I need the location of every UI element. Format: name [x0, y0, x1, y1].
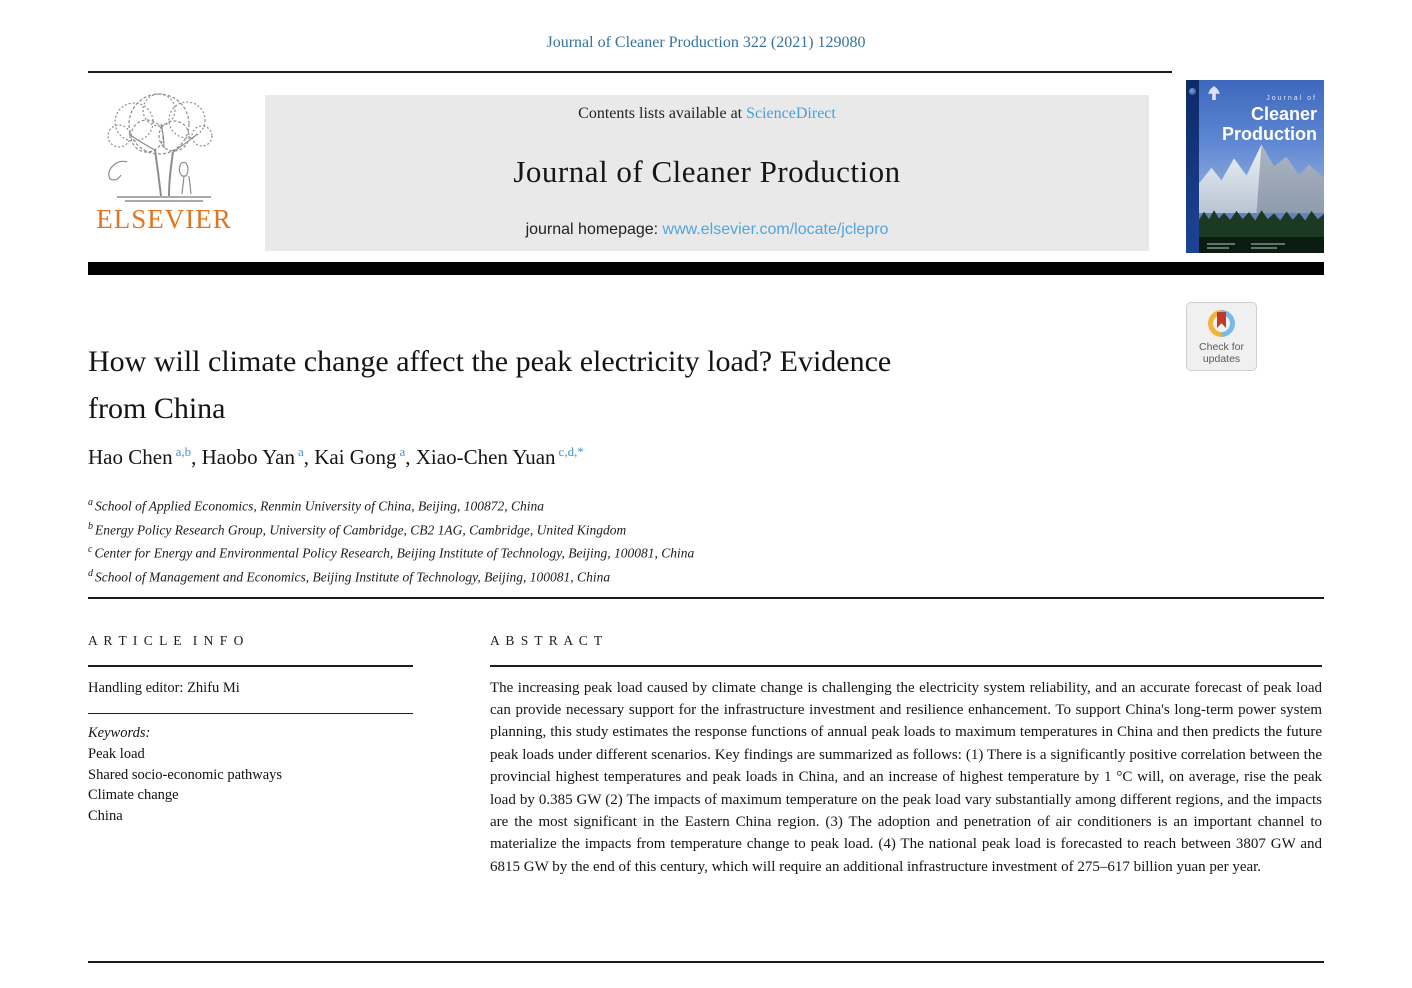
article-info-column: A R T I C L E I N F O Handling editor: Z…	[88, 633, 413, 826]
homepage-prefix: journal homepage:	[525, 221, 663, 238]
bottom-rule	[88, 961, 1324, 963]
affiliation-line: b Energy Policy Research Group, Universit…	[88, 520, 627, 538]
abstract-column: A B S T R A C T The increasing peak load…	[490, 633, 1322, 878]
keywords-rule	[88, 712, 413, 714]
separator-bar	[88, 262, 1324, 275]
author-name: Haobo Yan	[201, 445, 295, 469]
bookmark-icon	[1217, 312, 1226, 328]
author-name: Kai Gong	[314, 445, 397, 469]
homepage-link[interactable]: www.elsevier.com/locate/jclepro	[662, 221, 889, 238]
affiliations: a School of Applied Economics, Renmin Uni…	[88, 493, 694, 587]
contents-prefix: Contents lists available at	[578, 105, 747, 122]
keywords-label: Keywords:	[88, 725, 151, 741]
author: , Kai Gong a	[303, 444, 406, 469]
affiliation-line: d School of Management and Economics, Bei…	[88, 567, 611, 585]
affiliation-line: a School of Applied Economics, Renmin Uni…	[88, 497, 544, 514]
elsevier-wordmark: ELSEVIER	[96, 204, 232, 234]
author-superscript: a	[297, 444, 304, 459]
affiliation-line: c Center for Energy and Environmental Pol…	[88, 544, 695, 561]
abstract-heading: A B S T R A C T	[490, 633, 604, 648]
article-title: How will climate change affect the peak …	[88, 338, 1128, 432]
cover-fineprint-dash	[1251, 243, 1285, 245]
cover-spine-dot	[1189, 88, 1196, 95]
authors-line: Hao Chen a,b, Haobo Yan a, Kai Gong a, Xiao…	[88, 444, 584, 470]
elsevier-logo: ELSEVIER	[88, 84, 240, 254]
author-name: Hao Chen	[88, 445, 173, 469]
top-rule	[88, 71, 1172, 73]
keyword-item: Climate change	[88, 787, 179, 803]
cover-spine-strip	[1186, 80, 1199, 253]
cover-fineprint-dash	[1251, 247, 1277, 249]
cover-water-art	[1199, 237, 1324, 253]
author-superscript: c,d,*	[558, 444, 584, 459]
author-superscript: a	[399, 444, 406, 459]
handling-editor: Handling editor: Zhifu Mi	[88, 679, 240, 696]
keyword-item: Shared socio-economic pathways	[88, 766, 283, 783]
check-updates-badge[interactable]: Check for updates	[1186, 302, 1257, 371]
keywords-list: Peak load Shared socio-economic pathways…	[88, 744, 413, 826]
check-badge-label: Check for updates	[1199, 341, 1244, 365]
keyword-item: Peak load	[88, 746, 145, 762]
cover-fineprint-dash	[1207, 247, 1229, 249]
section-top-rule	[88, 597, 1324, 599]
author-name: Xiao-Chen Yuan	[415, 445, 556, 469]
cover-title-line2: Production	[1222, 124, 1317, 144]
journal-cover-thumbnail: Journal of Cleaner Production	[1186, 80, 1324, 253]
cover-kicker: Journal of	[1266, 95, 1317, 102]
sciencedirect-link[interactable]: ScienceDirect	[746, 105, 836, 122]
article-info-heading: A R T I C L E I N F O	[88, 633, 245, 648]
header-citation: Journal of Cleaner Production 322 (2021)…	[546, 34, 866, 51]
cover-elsevier-emblem-icon	[1208, 86, 1220, 100]
author-superscript: a,b	[175, 444, 192, 459]
abstract-rule	[490, 665, 1322, 667]
article-info-rule	[88, 665, 413, 667]
article-title-line2: from China	[88, 392, 226, 425]
elsevier-tree-icon	[88, 84, 240, 204]
homepage-line: journal homepage: www.elsevier.com/locat…	[526, 221, 889, 239]
contents-line: Contents lists available at ScienceDirec…	[578, 105, 836, 123]
author: Hao Chen a,b	[88, 444, 192, 469]
banner-journal-title: Journal of Cleaner Production	[513, 154, 901, 189]
author: , Haobo Yan a	[191, 444, 304, 469]
abstract-text: The increasing peak load caused by clima…	[490, 679, 1322, 875]
cover-fineprint-dash	[1207, 243, 1235, 245]
keyword-item: China	[88, 807, 123, 824]
article-title-line1: How will climate change affect the peak …	[88, 345, 892, 378]
cover-title-line1: Cleaner	[1250, 104, 1317, 124]
crossmark-icon	[1208, 310, 1235, 337]
author: , Xiao-Chen Yuan c,d,*	[405, 444, 584, 469]
masthead-banner: Contents lists available at ScienceDirec…	[265, 95, 1149, 251]
